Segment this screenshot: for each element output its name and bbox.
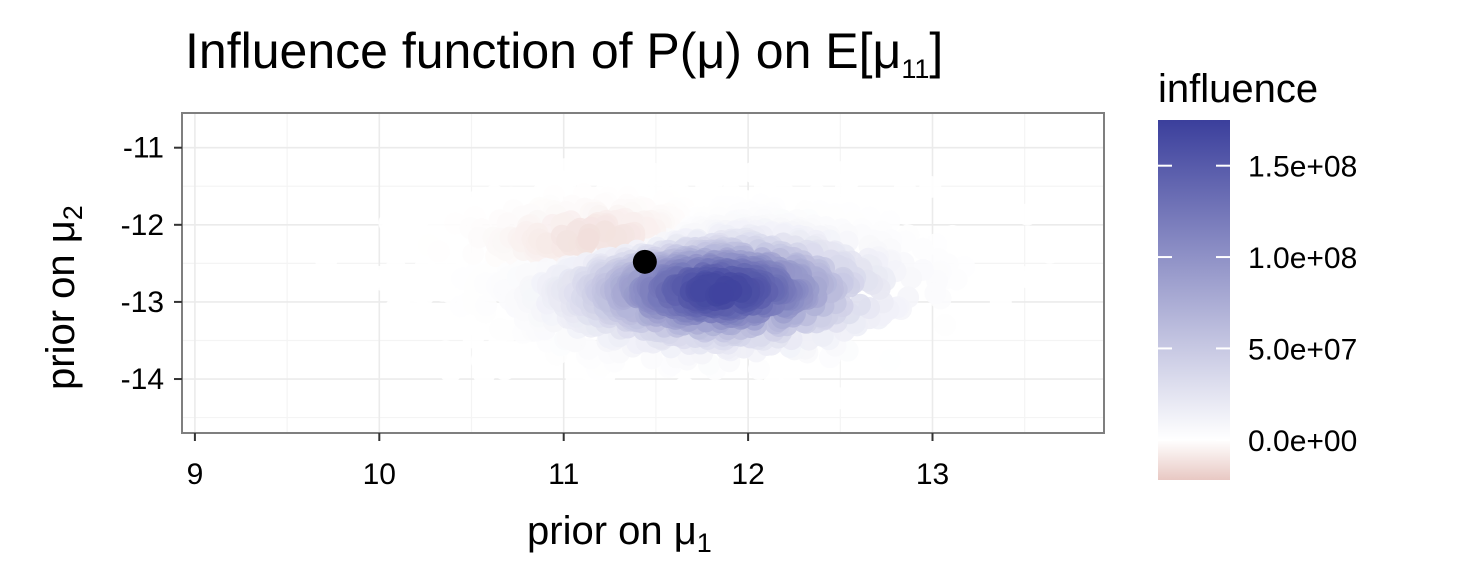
y-tick-label: -13 xyxy=(121,286,164,319)
scatter-point xyxy=(989,291,1012,314)
scatter-point xyxy=(423,209,446,232)
scatter-point xyxy=(828,387,851,410)
chart-title-subscript: 11 xyxy=(901,54,929,84)
scatter-point xyxy=(492,353,515,376)
scatter-point xyxy=(305,349,328,372)
scatter-point xyxy=(371,269,394,292)
scatter-point xyxy=(658,152,681,175)
x-tick-label: 11 xyxy=(548,458,579,491)
scatter-point xyxy=(438,191,461,214)
scatter-point xyxy=(796,150,819,173)
chart-title-mu2: μ xyxy=(873,23,902,79)
scatter-point xyxy=(556,229,579,252)
legend-colorbar xyxy=(1158,120,1230,480)
highlight-layer xyxy=(632,249,657,274)
scatter-point xyxy=(434,340,457,363)
x-tick-label: 10 xyxy=(363,458,396,491)
y-axis-title: prior on μ2 xyxy=(39,205,88,390)
y-axis-title-text: prior on xyxy=(39,243,83,390)
chart-title: Influence function of P(μ) on E[μ11] xyxy=(185,23,943,84)
data-points xyxy=(210,114,1061,410)
scatter-point xyxy=(486,335,509,358)
legend-label: 1.0e+08 xyxy=(1248,242,1357,275)
scatter-point xyxy=(778,371,801,394)
scatter-point xyxy=(893,177,916,200)
scatter-point xyxy=(470,349,493,372)
chart-title-end: ] xyxy=(929,23,943,79)
scatter-point xyxy=(439,360,462,383)
scatter-point xyxy=(708,282,731,305)
scatter-point xyxy=(934,314,957,337)
x-axis-title-subscript: 1 xyxy=(697,528,712,558)
scatter-point xyxy=(834,175,857,198)
y-tick-label: -14 xyxy=(121,363,164,396)
y-tick-label: -11 xyxy=(123,132,164,165)
plot-border xyxy=(181,112,1105,434)
x-tick-label: 13 xyxy=(916,458,949,491)
y-tick-label: -12 xyxy=(121,209,164,242)
scatter-point xyxy=(1016,203,1039,226)
scatter-point xyxy=(1038,241,1061,264)
x-tick-label: 12 xyxy=(731,458,764,491)
scatter-point xyxy=(878,349,901,372)
scatter-point xyxy=(315,249,338,272)
legend-label: 0.0e+00 xyxy=(1248,425,1357,458)
scatter-point xyxy=(640,347,663,370)
chart-title-mid: ) on E[ xyxy=(725,23,872,79)
scatter-point xyxy=(748,358,771,381)
legend: influence 1.5e+08 1.0e+08 5.0e+07 0.0e+00 xyxy=(1158,67,1357,480)
scatter-point xyxy=(210,240,233,263)
legend-ticks: 1.5e+08 1.0e+08 5.0e+07 0.0e+00 xyxy=(1158,151,1357,458)
scatter-point xyxy=(427,240,450,263)
scatter-point xyxy=(861,114,884,137)
x-axis-title-mu: μ xyxy=(674,509,697,553)
scatter-point xyxy=(1005,268,1028,291)
scatter-point xyxy=(992,308,1015,331)
y-axis: -11 -12 -13 -14 xyxy=(121,132,182,396)
scatter-point xyxy=(483,184,506,207)
x-axis-title: prior on μ1 xyxy=(527,509,712,558)
plot-panel xyxy=(181,112,1105,434)
legend-label: 5.0e+07 xyxy=(1248,333,1357,366)
legend-label: 1.5e+08 xyxy=(1248,151,1357,184)
x-tick-label: 9 xyxy=(187,458,204,491)
y-axis-title-subscript: 2 xyxy=(58,205,88,220)
highlight-point xyxy=(632,249,657,274)
legend-title: influence xyxy=(1158,67,1318,111)
scatter-point xyxy=(673,376,696,399)
scatter-point xyxy=(911,237,934,260)
x-axis-title-text: prior on xyxy=(527,509,674,553)
x-axis: 9 10 11 12 13 xyxy=(187,433,949,491)
scatter-point xyxy=(919,175,942,198)
scatter-point xyxy=(924,282,947,305)
scatter-point xyxy=(411,301,434,324)
scatter-point xyxy=(577,228,600,251)
scatter-point xyxy=(401,233,424,256)
chart-title-text: Influence function of P( xyxy=(185,23,697,79)
scatter-point xyxy=(941,224,964,247)
chart-title-mu: μ xyxy=(696,23,725,79)
y-axis-title-mu: μ xyxy=(39,220,83,243)
